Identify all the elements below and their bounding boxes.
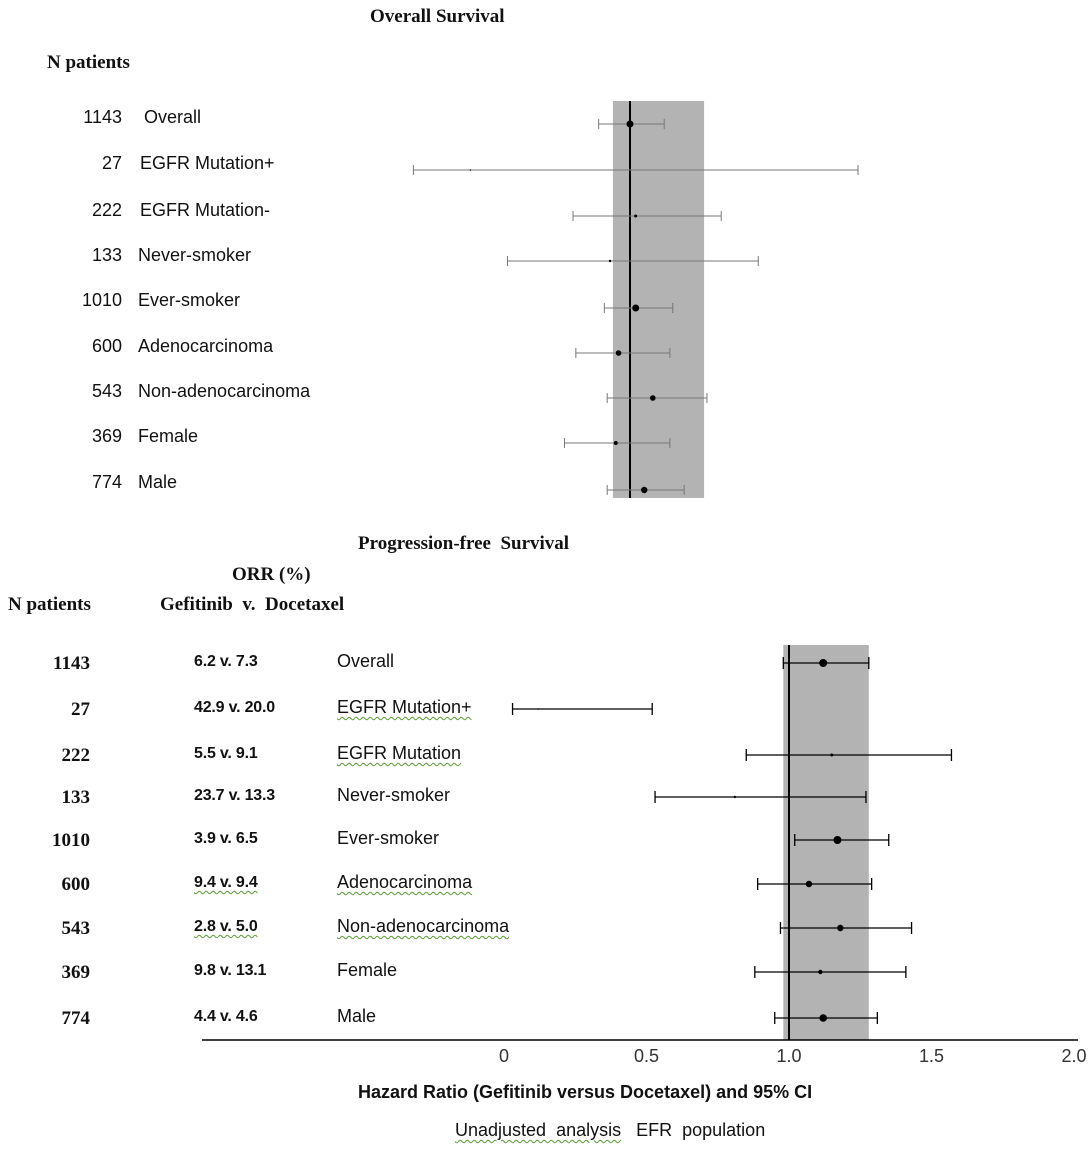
- os-ci-band: [612, 101, 705, 498]
- pfs-point-estimate: [830, 753, 834, 757]
- pfs-row-label: Adenocarcinoma: [337, 872, 473, 892]
- os-row-label: Non-adenocarcinoma: [138, 381, 311, 401]
- pfs-x-tick-label: 0: [498, 1046, 509, 1066]
- os-point-estimate: [615, 350, 622, 356]
- pfs-orr-header-2: Gefitinib v. Docetaxel: [160, 594, 344, 616]
- pfs-row-orr: 4.4 v. 4.6: [194, 1008, 258, 1025]
- pfs-row-label: Never-smoker: [337, 785, 451, 805]
- os-row-label: Male: [138, 472, 178, 492]
- os-row-label: Female: [138, 426, 199, 446]
- footnote-population: EFR population: [636, 1120, 766, 1140]
- os-row-label: Never-smoker: [138, 245, 252, 265]
- pfs-row-orr: 23.7 v. 13.3: [194, 787, 275, 804]
- pfs-x-axis-label: Hazard Ratio (Gefitinib versus Docetaxel…: [358, 1082, 813, 1102]
- os-row-n: 133: [91, 245, 122, 265]
- pfs-row-label: Male: [337, 1006, 377, 1026]
- pfs-row-n: 774: [61, 1008, 91, 1029]
- os-row-label: Adenocarcinoma: [138, 336, 274, 356]
- pfs-row-orr: 9.4 v. 9.4: [194, 874, 258, 891]
- os-row-n: 222: [91, 200, 122, 220]
- pfs-point-estimate: [819, 1014, 827, 1022]
- pfs-row-n: 222: [61, 745, 91, 766]
- pfs-title-text: Progression-free Survival: [358, 533, 570, 554]
- pfs-footnote: Unadjusted analysis EFR population: [455, 1120, 765, 1141]
- os-title: Overall Survival: [370, 6, 505, 27]
- pfs-point-estimate: [819, 659, 828, 667]
- pfs-point-estimate: [833, 836, 842, 844]
- pfs-row-n: 27: [71, 699, 90, 720]
- os-row-label: Ever-smoker: [138, 290, 241, 310]
- os-row-n: 369: [91, 426, 122, 446]
- os-row-n: 1010: [81, 290, 122, 310]
- pfs-x-tick-label: 2.0: [1061, 1046, 1087, 1066]
- os-n-header: N patients: [47, 52, 130, 73]
- pfs-point-estimate: [837, 924, 844, 932]
- os-point-estimate: [613, 441, 618, 445]
- os-row-label: EGFR Mutation+: [140, 153, 275, 173]
- pfs-point-estimate: [537, 708, 539, 710]
- os-row-label: Overall: [144, 107, 202, 127]
- pfs-row-label: Overall: [337, 651, 395, 671]
- pfs-x-tick-label: 1.0: [776, 1046, 802, 1066]
- pfs-row-orr: 6.2 v. 7.3: [194, 653, 258, 670]
- pfs-row-n: 133: [61, 787, 91, 808]
- footnote-unadjusted: Unadjusted analysis: [455, 1120, 622, 1140]
- os-row-n: 1143: [83, 107, 122, 127]
- os-point-estimate: [608, 259, 612, 263]
- os-row-label: EGFR Mutation-: [140, 200, 271, 220]
- os-point-estimate: [641, 486, 648, 494]
- os-row-n: 543: [91, 381, 122, 401]
- pfs-x-tick-label: 1.5: [918, 1046, 945, 1066]
- os-row-n: 600: [91, 336, 122, 356]
- pfs-row-label: Female: [337, 960, 398, 980]
- pfs-row-n: 600: [61, 874, 91, 895]
- pfs-row-n: 543: [61, 918, 91, 939]
- pfs-orr-header-2-text: Gefitinib v. Docetaxel: [160, 594, 345, 615]
- pfs-row-n: 1143: [53, 653, 90, 674]
- pfs-row-n: 369: [61, 962, 91, 983]
- pfs-row-orr: 42.9 v. 20.0: [194, 699, 275, 716]
- pfs-orr-header-1: ORR (%): [232, 564, 311, 585]
- os-point-estimate: [632, 304, 640, 312]
- pfs-row-label: EGFR Mutation+: [337, 697, 472, 717]
- pfs-x-tick-label: 0.5: [633, 1046, 660, 1066]
- os-row-n: 774: [91, 472, 122, 492]
- pfs-ci-band: [783, 645, 869, 1040]
- pfs-point-estimate: [818, 969, 823, 975]
- os-row-n: 27: [101, 153, 122, 173]
- os-point-estimate: [626, 120, 634, 128]
- pfs-row-orr: 9.8 v. 13.1: [194, 962, 267, 979]
- pfs-title: Progression-free Survival: [358, 533, 569, 555]
- pfs-row-label: Ever-smoker: [337, 828, 440, 848]
- pfs-point-estimate: [733, 795, 737, 799]
- pfs-row-orr: 3.9 v. 6.5: [194, 830, 258, 847]
- pfs-row-orr: 2.8 v. 5.0: [194, 918, 258, 935]
- pfs-row-label: Non-adenocarcinoma: [337, 916, 510, 936]
- os-point-estimate: [634, 214, 638, 218]
- pfs-row-orr: 5.5 v. 9.1: [194, 745, 258, 762]
- pfs-point-estimate: [805, 880, 813, 888]
- os-point-estimate: [650, 395, 656, 401]
- pfs-row-label: EGFR Mutation: [337, 743, 462, 763]
- os-point-estimate: [469, 169, 472, 171]
- pfs-n-header: N patients: [8, 594, 91, 615]
- pfs-row-n: 1010: [52, 830, 90, 851]
